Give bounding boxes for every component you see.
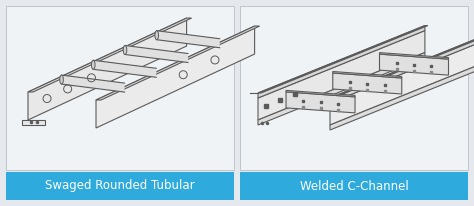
Polygon shape — [125, 46, 188, 62]
Polygon shape — [157, 31, 220, 48]
Ellipse shape — [155, 31, 158, 40]
FancyBboxPatch shape — [6, 6, 234, 170]
Polygon shape — [333, 71, 402, 78]
Polygon shape — [380, 54, 448, 75]
Polygon shape — [28, 18, 191, 92]
Text: Welded C-Channel: Welded C-Channel — [300, 179, 409, 192]
Polygon shape — [286, 90, 355, 97]
FancyBboxPatch shape — [240, 172, 468, 200]
Polygon shape — [96, 26, 260, 100]
Ellipse shape — [91, 60, 95, 69]
FancyBboxPatch shape — [240, 6, 468, 170]
Polygon shape — [258, 30, 425, 120]
Polygon shape — [258, 26, 425, 98]
Ellipse shape — [60, 75, 64, 84]
Polygon shape — [62, 75, 125, 92]
Ellipse shape — [123, 46, 127, 55]
Polygon shape — [330, 30, 474, 98]
Polygon shape — [93, 60, 156, 77]
Polygon shape — [333, 73, 402, 94]
Polygon shape — [258, 26, 428, 93]
Polygon shape — [258, 53, 425, 125]
FancyBboxPatch shape — [6, 172, 234, 200]
Polygon shape — [330, 57, 474, 130]
Text: Swaged Rounded Tubular: Swaged Rounded Tubular — [45, 179, 195, 192]
Polygon shape — [286, 92, 355, 113]
Polygon shape — [96, 26, 255, 128]
Polygon shape — [380, 53, 448, 59]
Polygon shape — [28, 18, 187, 120]
Polygon shape — [330, 36, 474, 125]
Polygon shape — [330, 30, 474, 103]
Polygon shape — [22, 120, 45, 125]
